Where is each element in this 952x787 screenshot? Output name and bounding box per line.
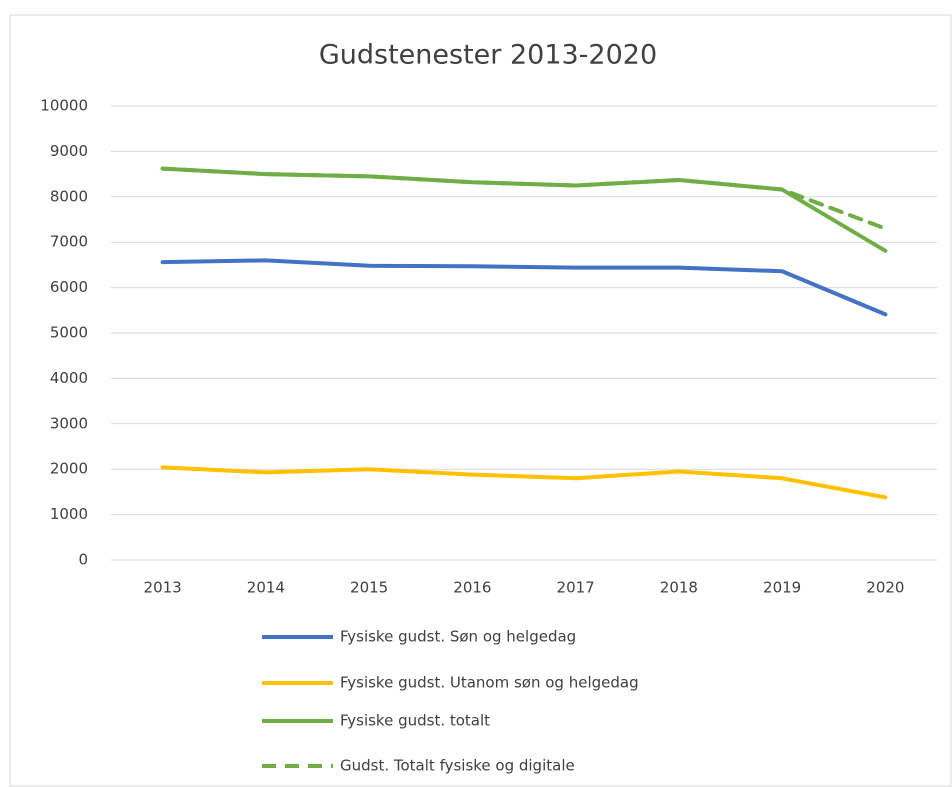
legend-label: Fysiske gudst. Utanom søn og helgedag	[340, 674, 639, 692]
y-tick-label: 1000	[50, 505, 88, 523]
x-tick-label: 2019	[763, 579, 801, 597]
x-tick-label: 2018	[660, 579, 698, 597]
x-tick-label: 2017	[557, 579, 595, 597]
chart-title: Gudstenester 2013-2020	[319, 40, 657, 71]
y-tick-label: 10000	[40, 97, 88, 115]
legend-label: Fysiske gudst. totalt	[340, 712, 490, 730]
y-tick-label: 4000	[50, 369, 88, 387]
y-tick-label: 7000	[50, 233, 88, 251]
x-tick-label: 2016	[453, 579, 491, 597]
y-tick-label: 9000	[50, 142, 88, 160]
x-tick-label: 2015	[350, 579, 388, 597]
legend-label: Fysiske gudst. Søn og helgedag	[340, 628, 576, 646]
y-tick-label: 8000	[50, 187, 88, 205]
series-line	[160, 166, 888, 253]
y-tick-label: 0	[78, 551, 88, 569]
x-tick-label: 2014	[247, 579, 285, 597]
y-tick-label: 2000	[50, 460, 88, 478]
x-tick-label: 2020	[866, 579, 904, 597]
y-tick-label: 6000	[50, 278, 88, 296]
y-tick-label: 5000	[50, 324, 88, 342]
series-line	[160, 258, 888, 317]
x-tick-label: 2013	[144, 579, 182, 597]
legend-label: Gudst. Totalt fysiske og digitale	[340, 757, 575, 775]
y-tick-label: 3000	[50, 414, 88, 432]
chart-border	[9, 14, 952, 787]
series-line	[160, 465, 888, 500]
